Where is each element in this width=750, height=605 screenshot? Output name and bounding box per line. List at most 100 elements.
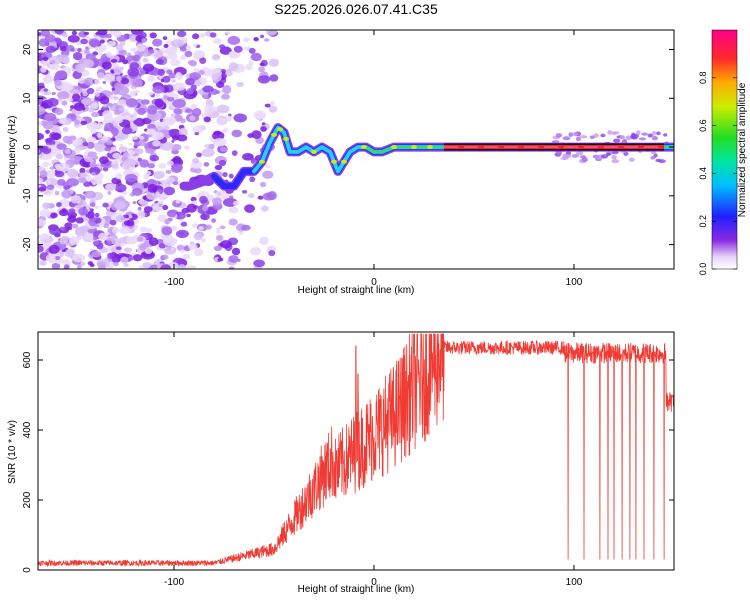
- spectrogram-noise-blob: [92, 240, 100, 245]
- spectrogram-noise-blob: [155, 58, 164, 65]
- colorbar-tick-label: 0.2: [698, 215, 708, 228]
- spectrogram-noise-blob: [202, 93, 209, 100]
- spectrogram-noise-blob: [264, 103, 271, 108]
- spectrogram-noise-blob: [74, 205, 79, 209]
- spectrogram-noise-blob: [54, 30, 65, 35]
- spectrogram-noise-blob: [146, 105, 158, 115]
- spectrogram-noise-blob: [99, 96, 110, 105]
- spectrogram-noise-blob: [144, 247, 153, 255]
- spectrogram-noise-blob: [168, 129, 176, 136]
- spectrogram-noise-blob: [148, 264, 160, 269]
- spectrogram-noise-blob: [76, 264, 82, 269]
- spectrogram-noise-blob: [58, 165, 63, 170]
- spectrogram-noise-blob: [39, 235, 54, 245]
- spectrogram-noise-blob: [132, 254, 143, 262]
- spectrogram-noise-blob: [149, 154, 160, 162]
- spectrogram-noise-blob: [138, 139, 146, 147]
- spectrogram-noise-blob: [72, 143, 78, 147]
- spectrogram-noise-blob: [102, 80, 107, 85]
- spectrogram-noise-blob: [72, 93, 81, 102]
- spectrogram-noise-blob: [115, 173, 123, 180]
- spectrogram-noise-blob: [142, 261, 152, 269]
- spectrogram-noise-blob: [99, 156, 109, 165]
- spectrogram-noise-blob: [655, 158, 661, 163]
- spectrogram-noise-blob: [39, 260, 47, 267]
- spectrogram-noise-blob: [38, 121, 43, 126]
- spectrogram-noise-blob: [55, 163, 70, 173]
- spectrogram-noise-blob: [216, 104, 230, 114]
- spectrogram-noise-blob: [203, 116, 211, 123]
- spectrogram-noise-blob: [219, 146, 228, 152]
- colorbar-tick-label: 0.0: [698, 263, 708, 276]
- spectrogram-noise-blob: [86, 121, 99, 131]
- spectrogram-noise-blob: [268, 105, 278, 113]
- spectrogram-frame: [37, 29, 675, 270]
- spectrogram-ytick-label: 10: [22, 92, 33, 104]
- spectrogram-noise-blob: [253, 36, 259, 41]
- spectrogram-noise-blob: [260, 34, 265, 39]
- spectrogram-noise-blob: [62, 33, 68, 38]
- spectrogram-noise-blob: [70, 194, 82, 204]
- spectrogram-noise-blob: [228, 195, 234, 199]
- spectrogram-noise-blob: [68, 208, 76, 214]
- spectrogram-noise-blob: [80, 120, 88, 126]
- spectrogram-noise-blob: [127, 67, 140, 77]
- spectrogram-noise-blob: [162, 116, 176, 126]
- snr-xtick-label: 100: [566, 577, 583, 588]
- spectrogram-noise-blob: [117, 99, 128, 107]
- spectrogram-noise-blob: [87, 151, 97, 158]
- spectrogram-noise-blob: [589, 135, 595, 140]
- spectrogram-noise-blob: [238, 231, 244, 235]
- spectrogram-noise-blob: [88, 38, 100, 47]
- spectrogram-noise-blob: [216, 81, 225, 88]
- spectrogram-noise-blob: [87, 261, 94, 266]
- spectrogram-noise-blob: [153, 170, 165, 180]
- spectrogram-noise-blob: [56, 90, 70, 100]
- spectrogram-noise-blob: [638, 137, 647, 141]
- spectrogram-noise-blob: [130, 30, 144, 35]
- spectrogram-noise-blob: [220, 49, 225, 53]
- spectrogram-noise-blob: [123, 158, 137, 167]
- spectrogram-noise-blob: [109, 219, 117, 226]
- spectrogram-noise-blob: [104, 146, 112, 152]
- spectrogram-noise-blob: [131, 188, 143, 196]
- spectrogram-noise-blob: [80, 38, 88, 45]
- spectrogram-noise-blob: [228, 218, 238, 226]
- spectrogram-noise-blob: [42, 75, 52, 84]
- spectrogram-noise-blob: [251, 130, 262, 139]
- spectrogram-noise-blob: [128, 142, 133, 146]
- spectrogram-noise-blob: [222, 128, 229, 133]
- spectrogram-noise-blob: [157, 214, 167, 223]
- spectrogram-noise-blob: [74, 47, 78, 52]
- spectrogram-noise-blob: [186, 265, 197, 269]
- spectrogram-noise-blob: [191, 223, 198, 228]
- spectrogram-noise-blob: [114, 85, 130, 96]
- spectrogram-noise-blob: [147, 163, 156, 169]
- spectrogram-noise-blob: [140, 200, 149, 207]
- spectrogram-noise-blob: [141, 38, 147, 43]
- spectrogram-noise-blob: [111, 160, 116, 165]
- spectrogram-noise-blob: [205, 224, 212, 230]
- spectrogram-noise-blob: [108, 102, 113, 108]
- spectrogram-noise-blob: [166, 69, 173, 75]
- spectrogram-noise-blob: [61, 189, 72, 199]
- spectrogram-noise-blob: [122, 214, 130, 219]
- spectrogram-noise-blob: [222, 85, 232, 94]
- spectrogram-noise-blob: [175, 229, 189, 239]
- spectrogram-noise-blob: [49, 212, 58, 219]
- spectrogram-noise-blob: [139, 135, 145, 140]
- spectrogram-noise-blob: [143, 173, 150, 180]
- spectrogram-noise-blob: [232, 200, 240, 206]
- spectrogram-noise-blob: [94, 97, 101, 102]
- spectrogram-noise-blob: [163, 186, 176, 196]
- spectrogram-noise-blob: [192, 43, 198, 47]
- spectrogram-noise-blob: [59, 46, 68, 52]
- spectrogram-noise-blob: [91, 250, 102, 258]
- spectrogram-noise-blob: [46, 179, 51, 184]
- spectrogram-noise-blob: [611, 151, 619, 155]
- spectrogram-noise-blob: [143, 206, 153, 213]
- spectrogram-noise-blob: [126, 236, 138, 245]
- spectrogram-noise-blob: [94, 78, 101, 85]
- spectrogram-noise-blob: [120, 256, 129, 264]
